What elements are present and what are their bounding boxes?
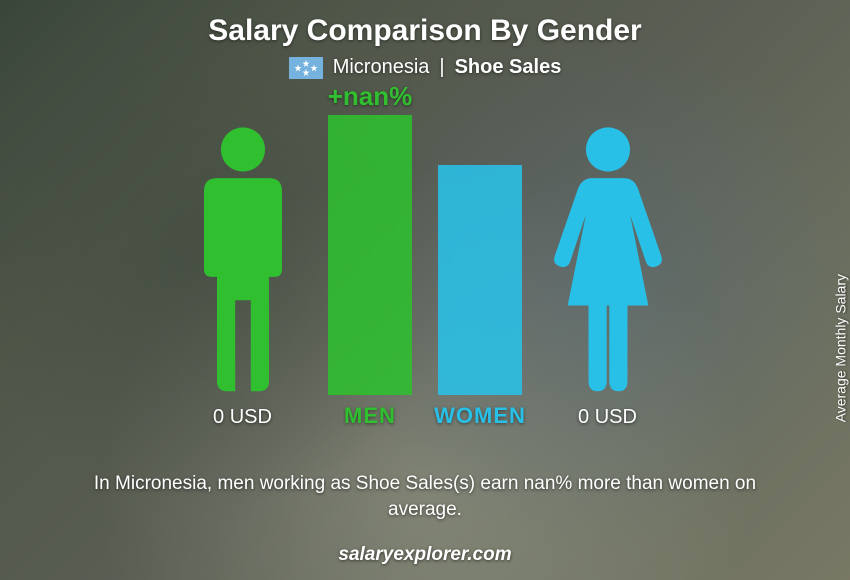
infographic-container: Salary Comparison By Gender Micronesia |… [0, 0, 850, 580]
women-value: 0 USD [578, 406, 637, 429]
job-label: Shoe Sales [455, 56, 562, 79]
female-icon [543, 120, 673, 400]
women-bar-label: WOMEN [434, 403, 526, 429]
female-figure-col: 0 USD [535, 120, 680, 429]
men-bar-label: MEN [344, 403, 396, 429]
men-value: 0 USD [213, 406, 272, 429]
flag-icon [289, 57, 323, 79]
caption-text: In Micronesia, men working as Shoe Sales… [0, 471, 850, 524]
women-bar [438, 165, 522, 395]
pct-diff-label: +nan% [328, 81, 413, 112]
male-figure-col: 0 USD [170, 120, 315, 429]
men-bar-col: +nan% MEN [315, 115, 425, 429]
chart-row: 0 USD +nan% MEN WOMEN [0, 115, 850, 429]
male-icon [178, 120, 308, 400]
women-bar-col: WOMEN [425, 165, 535, 429]
country-label: Micronesia [333, 56, 430, 79]
page-title: Salary Comparison By Gender [0, 0, 850, 48]
footer-source: salaryexplorer.com [0, 544, 850, 566]
separator: | [439, 56, 444, 79]
men-bar [328, 115, 412, 395]
chart-area: Average Monthly Salary 0 USD +nan% MEN [0, 89, 850, 459]
subtitle: Micronesia | Shoe Sales [0, 56, 850, 79]
